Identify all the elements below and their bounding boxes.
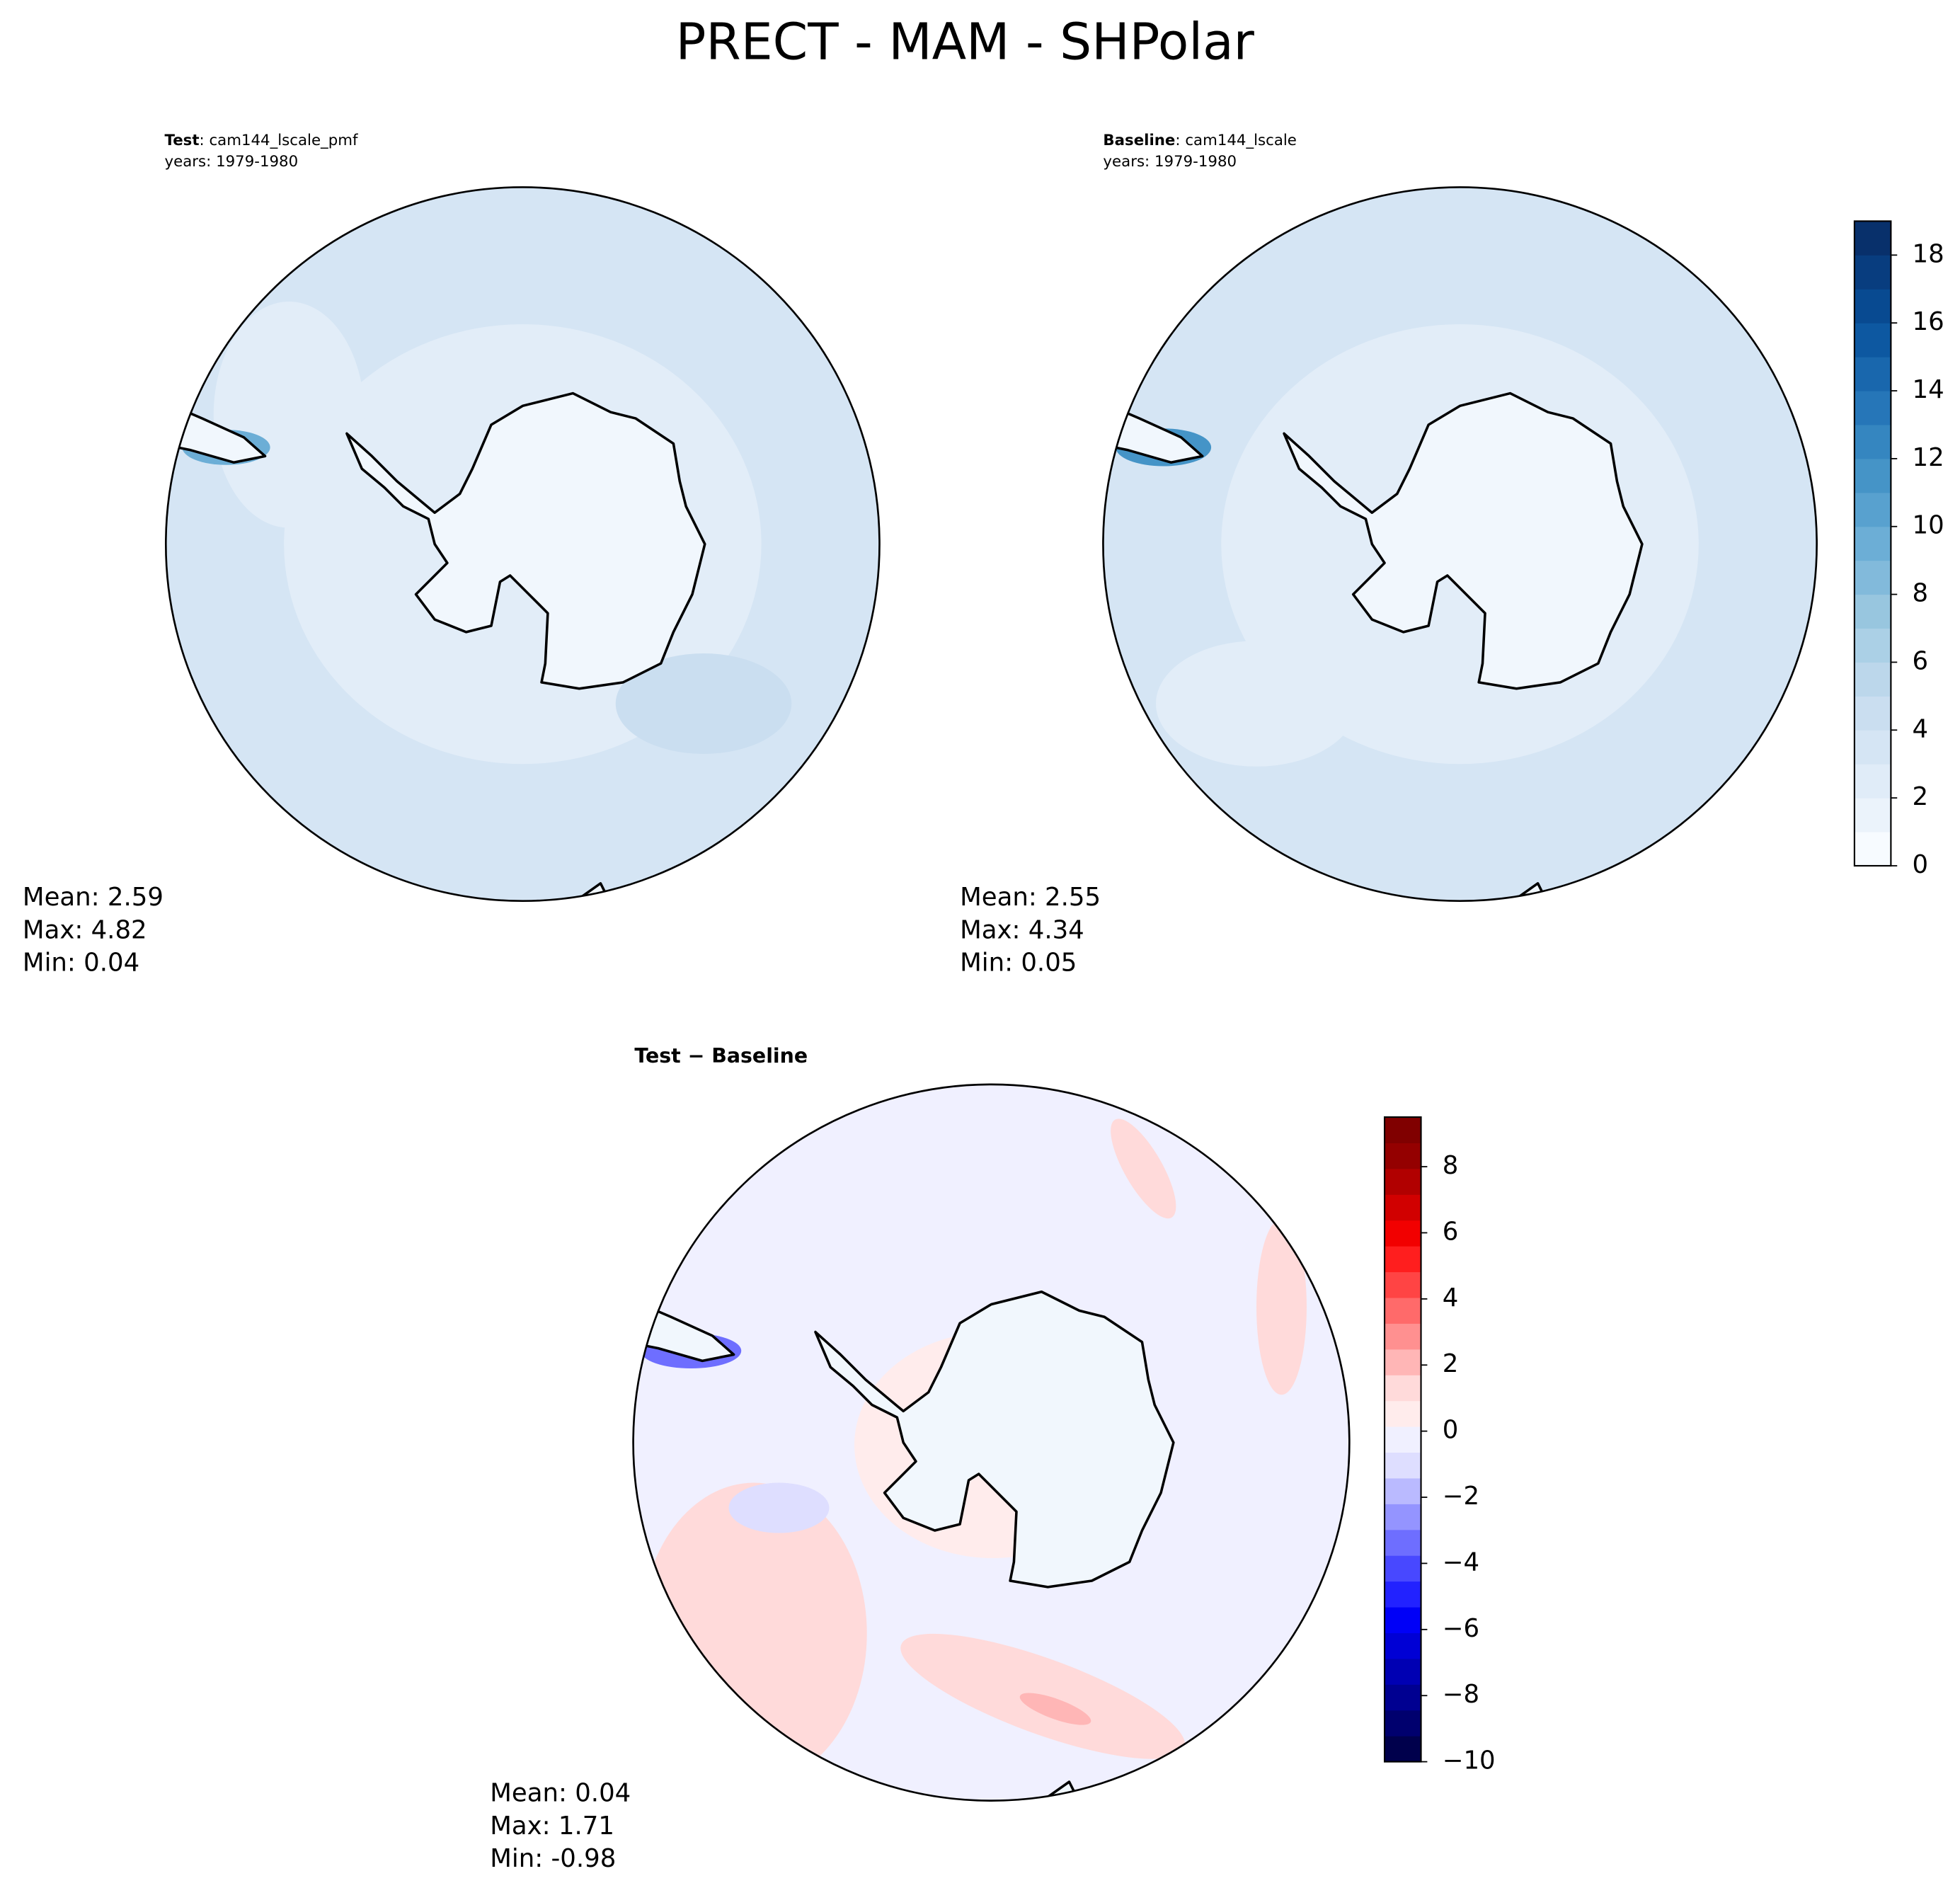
stat: Min: 0.04 — [23, 948, 139, 977]
colorbar-band — [1385, 1477, 1421, 1504]
colorbar-band — [1385, 1117, 1421, 1143]
colorbar-band — [1854, 255, 1891, 290]
colorbar-tick-label: 0 — [1443, 1416, 1459, 1445]
colorbar-tick-label: −8 — [1443, 1680, 1479, 1709]
colorbar-band — [1385, 1555, 1421, 1582]
colorbar-band — [1385, 1143, 1421, 1169]
stat: Mean: 2.55 — [960, 883, 1101, 912]
colorbar-band — [1854, 458, 1891, 493]
colorbar-outline — [1383, 1116, 1422, 1763]
colorbar-band — [1385, 1581, 1421, 1608]
panel-label-bold: Test — [165, 132, 200, 149]
colorbar-band — [1854, 560, 1891, 595]
colorbar-band — [1854, 662, 1891, 697]
stat: Max: 4.34 — [960, 915, 1084, 944]
colorbar-band — [1385, 1168, 1421, 1195]
colorbar-tick-label: 6 — [1443, 1217, 1459, 1246]
colorbar-tick-label: 2 — [1443, 1349, 1459, 1378]
stat: Max: 4.82 — [23, 915, 147, 944]
colorbar-band — [1385, 1710, 1421, 1737]
colorbar-tick-label: 12 — [1913, 443, 1944, 472]
colorbar-outline — [1853, 220, 1892, 867]
colorbar-band — [1854, 594, 1891, 629]
colorbar-tick-label: 10 — [1913, 511, 1944, 540]
colorbar-band — [1385, 1323, 1421, 1350]
map-field — [166, 187, 880, 901]
colorbar-band — [1385, 1607, 1421, 1634]
colorbar-band — [1854, 798, 1891, 833]
colorbar-tick-label: 4 — [1913, 714, 1929, 743]
stat: Mean: 0.04 — [490, 1779, 631, 1808]
colorbar-band — [1385, 1529, 1421, 1556]
colorbar-band — [1385, 1271, 1421, 1298]
figure-title: PRECT - MAM - SHPolar — [676, 12, 1255, 71]
colorbar-band — [1854, 424, 1891, 459]
stat: Max: 1.71 — [490, 1812, 614, 1841]
colorbar-band — [1854, 696, 1891, 731]
colorbar-band — [1854, 526, 1891, 561]
colorbar-band — [1385, 1194, 1421, 1221]
colorbar-band — [1385, 1684, 1421, 1711]
colorbar-band — [1854, 323, 1891, 357]
colorbar-tick-label: −4 — [1443, 1547, 1479, 1577]
panel-label: Test: cam144_lscale_pmf — [165, 132, 358, 149]
colorbar-tick-label: 8 — [1443, 1151, 1459, 1180]
colorbar-tick-label: −2 — [1443, 1482, 1479, 1511]
colorbar-tick-label: 2 — [1913, 782, 1929, 811]
map-panel: Baseline: cam144_lscale years: 1979-1980… — [960, 132, 1818, 977]
colorbar-tick-label: 8 — [1913, 579, 1929, 608]
colorbar-band — [1385, 1297, 1421, 1324]
colorbar-tick-label: −10 — [1443, 1746, 1496, 1775]
colorbar-tick-label: 4 — [1443, 1283, 1459, 1312]
map-field — [1103, 187, 1817, 901]
colorbar-tick-label: −6 — [1443, 1614, 1479, 1643]
colorbar-tick-label: 0 — [1913, 850, 1929, 879]
colorbar-band — [1854, 730, 1891, 765]
panel-label: Baseline: cam144_lscale — [1103, 132, 1296, 149]
map-panel: Test: cam144_lscale_pmf years: 1979-1980… — [23, 132, 881, 977]
panel-label: Test − Baseline — [634, 1044, 808, 1068]
colorbar-band — [1854, 391, 1891, 425]
colorbar-band — [1385, 1736, 1421, 1763]
colorbar-band — [1854, 832, 1891, 866]
colorbar-band — [1385, 1246, 1421, 1273]
stat: Mean: 2.59 — [23, 883, 164, 912]
map-boundary — [1102, 186, 1818, 903]
stat: Min: -0.98 — [490, 1844, 616, 1873]
map-boundary — [632, 1083, 1351, 1802]
map-boundary — [164, 186, 881, 903]
colorbar-band — [1385, 1426, 1421, 1453]
colorbar-band — [1385, 1632, 1421, 1659]
colorbar-band — [1854, 492, 1891, 527]
colorbar-band — [1385, 1504, 1421, 1531]
panel-label-rest: : cam144_lscale — [1175, 132, 1297, 149]
colorbar-band — [1385, 1452, 1421, 1479]
colorbar-band — [1385, 1220, 1421, 1247]
colorbar-band — [1854, 221, 1891, 256]
stat: Min: 0.05 — [960, 948, 1077, 977]
panel-years: years: 1979-1980 — [165, 153, 299, 171]
colorbar-band — [1385, 1658, 1421, 1685]
colorbar-band — [1854, 357, 1891, 391]
colorbar-band — [1854, 289, 1891, 324]
colorbar-band — [1854, 628, 1891, 663]
panel-years: years: 1979-1980 — [1103, 153, 1237, 171]
colorbar-band — [1385, 1375, 1421, 1402]
colorbar-tick-label: 16 — [1913, 307, 1944, 336]
colorbar-tick-label: 14 — [1913, 375, 1944, 404]
colorbar-tick-label: 18 — [1913, 239, 1944, 268]
colorbar-band — [1854, 764, 1891, 799]
colorbar-band — [1385, 1349, 1421, 1375]
panel-label-rest: : cam144_lscale_pmf — [200, 132, 358, 149]
map-panel: Test − Baseline Mean: 0.04 Max: 1.71 Min… — [490, 1044, 1351, 1873]
panel-label-bold: Baseline — [1103, 132, 1175, 149]
colorbar-tick-label: 6 — [1913, 646, 1929, 675]
colorbar-band — [1385, 1400, 1421, 1427]
